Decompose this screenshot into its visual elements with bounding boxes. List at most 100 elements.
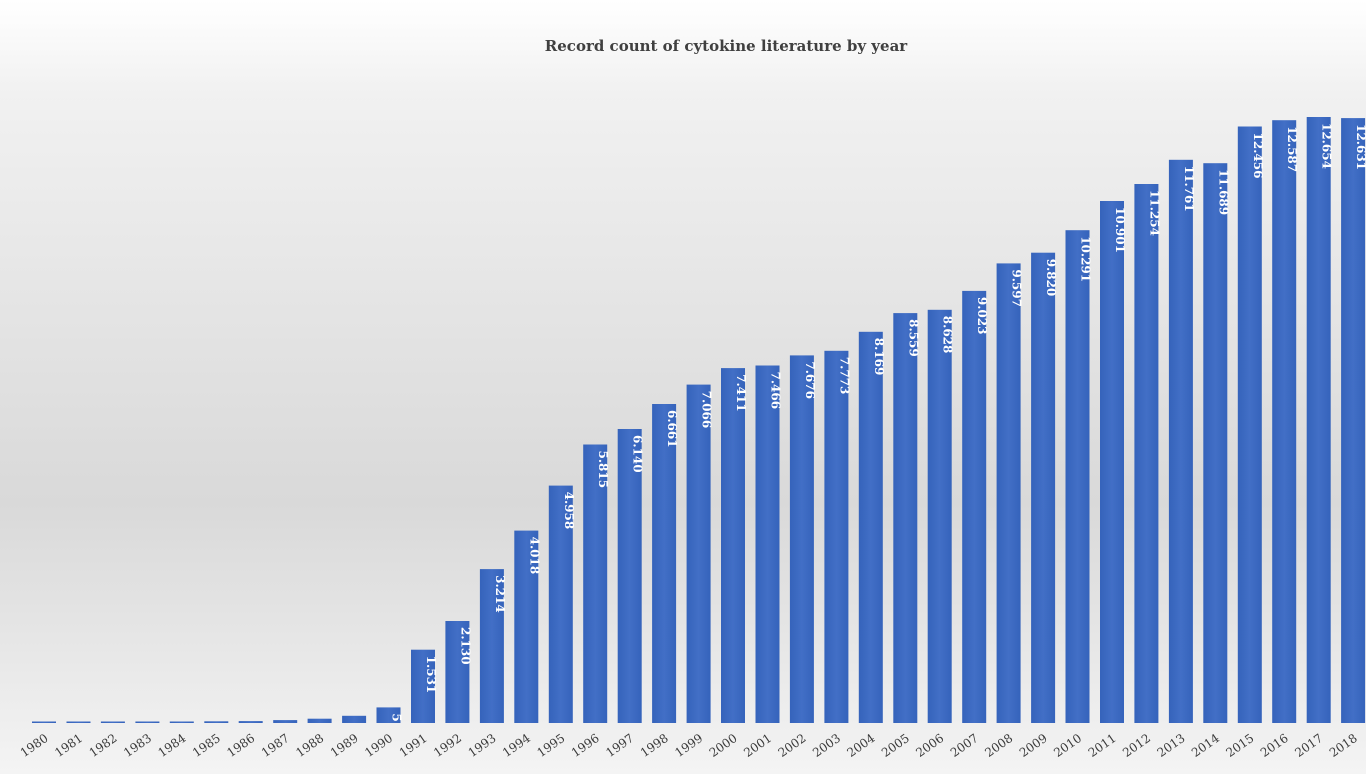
bar-1980 [32,721,56,723]
data-label-1991: 1.531 [424,656,438,694]
data-label-2002: 7.676 [803,361,817,399]
data-label-2008: 9.597 [1010,269,1024,307]
x-tick-2007: 2007 [948,731,981,760]
data-label-2016: 12.587 [1285,126,1299,172]
x-tick-1998: 1998 [638,731,671,760]
x-tick-1982: 1982 [87,731,120,760]
x-tick-1983: 1983 [121,731,154,760]
x-tick-1995: 1995 [534,731,567,760]
x-tick-2008: 2008 [982,731,1015,760]
x-tick-1985: 1985 [190,731,223,760]
bar-2005 [893,313,918,723]
data-label-1990: 5 [390,713,404,721]
bar-2007 [962,290,987,723]
x-tick-1989: 1989 [328,731,361,760]
data-label-2011: 10.901 [1113,207,1127,253]
x-tick-1991: 1991 [397,731,430,760]
data-label-2015: 12.456 [1251,133,1265,179]
data-label-1999: 7.066 [700,391,714,429]
x-tick-2014: 2014 [1189,731,1222,760]
bar-2012 [1134,184,1159,723]
data-label-2014: 11.689 [1216,169,1230,215]
bar-2015 [1237,126,1262,723]
data-label-1996: 5.815 [596,451,610,489]
bar-2010 [1065,230,1090,723]
x-tick-1992: 1992 [431,731,464,760]
x-tick-2000: 2000 [707,731,740,760]
data-label-1995: 4.958 [562,492,576,530]
x-tick-1996: 1996 [569,731,602,760]
bar-1998 [652,404,677,723]
x-tick-2012: 2012 [1120,731,1153,760]
x-tick-1984: 1984 [155,731,188,760]
bar-1994 [514,530,539,723]
bar-2004 [858,331,883,723]
bar-2001 [755,365,780,723]
bar-1993 [479,569,504,723]
bar-1992 [445,621,470,723]
bar-1991 [411,649,435,723]
data-label-2003: 7.773 [837,357,851,395]
data-label-1997: 6.140 [631,435,645,473]
x-tick-2010: 2010 [1051,731,1084,760]
data-label-1992: 2.130 [458,627,472,665]
bar-2018 [1341,118,1366,724]
data-label-2012: 11.254 [1147,190,1161,236]
data-label-2017: 12.654 [1320,123,1334,169]
bar-2008 [996,263,1021,723]
data-label-2005: 8.559 [906,319,920,357]
data-label-2000: 7.411 [734,374,748,412]
x-tick-1994: 1994 [500,731,533,760]
bar-1995 [548,485,573,723]
chart-title: Record count of cytokine literature by y… [545,37,908,55]
x-tick-1988: 1988 [293,731,326,760]
x-tick-2005: 2005 [879,731,912,760]
data-label-2007: 9.023 [975,297,989,335]
bar-2000 [721,368,745,723]
bar-2013 [1168,159,1193,724]
x-tick-2017: 2017 [1292,731,1325,760]
x-tick-2006: 2006 [913,731,946,760]
bar-2014 [1203,163,1228,723]
bar-1981 [66,721,91,723]
bar-1999 [686,384,711,723]
x-tick-1981: 1981 [52,731,85,760]
bar-1982 [100,721,125,723]
bar-1984 [169,721,194,723]
x-tick-1993: 1993 [466,731,499,760]
x-tick-1987: 1987 [259,731,292,760]
data-label-1994: 4.018 [527,537,541,575]
x-tick-1990: 1990 [362,731,395,760]
x-tick-2001: 2001 [741,731,774,760]
x-axis-ticks: 1980 1981 1982 1983 1984 1985 1986 1987 1988 1989… [18,731,1360,760]
x-tick-1999: 1999 [672,731,705,760]
data-label-2009: 9.820 [1044,259,1058,297]
bar-1996 [583,444,608,723]
bar-2017 [1306,117,1331,723]
x-tick-2003: 2003 [810,731,843,760]
x-tick-2011: 2011 [1086,731,1119,760]
bar-1987 [273,720,298,723]
bar-1989 [342,715,367,723]
x-tick-1980: 1980 [18,731,51,760]
bar-1997 [617,429,642,723]
x-tick-2004: 2004 [844,731,877,760]
data-label-1998: 6.661 [665,410,679,448]
bar-2016 [1272,120,1297,723]
x-tick-2013: 2013 [1155,731,1188,760]
x-tick-2018: 2018 [1327,731,1360,760]
bar-2002 [789,355,814,723]
x-tick-2009: 2009 [1017,731,1050,760]
bar-2006 [927,309,952,723]
data-label-2013: 11.761 [1182,166,1196,212]
bar-1990 [376,707,401,723]
data-label-2006: 8.628 [941,316,955,354]
x-tick-1986: 1986 [224,731,257,760]
bar-1985 [204,721,229,723]
bar-2011 [1100,201,1124,723]
bar-1983 [135,721,160,723]
x-tick-2002: 2002 [776,731,809,760]
data-label-2018: 12.631 [1354,124,1366,170]
bar-2003 [824,350,849,723]
